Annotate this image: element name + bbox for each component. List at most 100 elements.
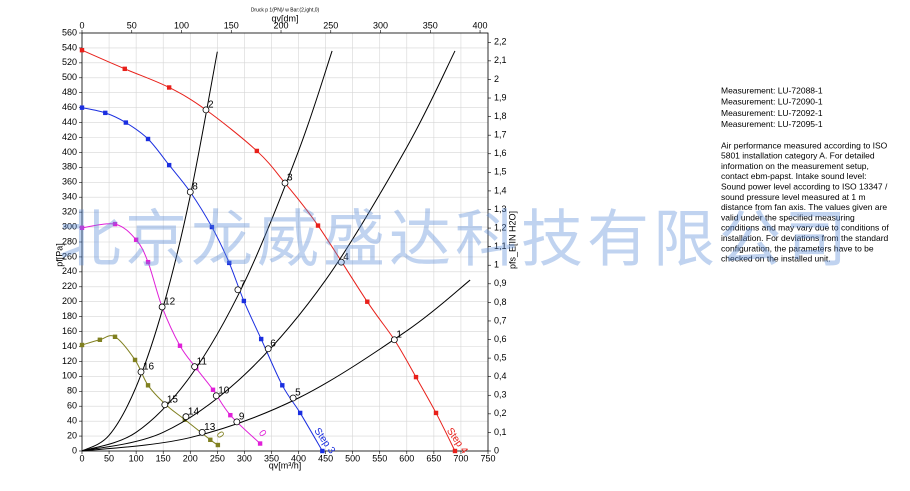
measurement: Measurement: LU-72090-1	[721, 97, 823, 107]
x2-tick-label: 300	[373, 20, 388, 30]
operating-point	[182, 413, 190, 421]
y-tick-label: 160	[62, 326, 77, 336]
operating-point-label: 7	[240, 279, 246, 290]
measurement: Measurement: LU-72095-1	[721, 119, 823, 129]
y2-tick-label: 2,2	[494, 37, 507, 47]
y-tick-label: 420	[62, 132, 77, 142]
x2-tick-label: 200	[274, 20, 289, 30]
x2-tick-label: 100	[174, 20, 189, 30]
fan-curve	[81, 335, 219, 446]
curve-marker	[123, 120, 129, 125]
y-tick-label: 460	[62, 102, 77, 112]
curve-marker	[145, 259, 151, 265]
y-tick-label: 300	[62, 221, 77, 231]
y-tick-label: 520	[62, 57, 77, 67]
note-line: installation. For deviations from the st…	[721, 233, 889, 243]
curve-label: 0	[256, 428, 268, 439]
x-tick-label: 400	[291, 453, 306, 463]
operating-point	[191, 363, 198, 371]
curve-label: 0	[214, 430, 226, 441]
curve-marker	[258, 336, 264, 342]
y-tick-label: 440	[62, 117, 77, 127]
operating-point	[289, 394, 297, 402]
operating-point	[158, 303, 166, 311]
y2-tick-label: 1,3	[494, 204, 507, 214]
y-tick-label: 560	[62, 27, 77, 37]
y2-tick-label: 1,8	[494, 111, 507, 121]
note-line: Air performance measured according to IS…	[721, 140, 888, 150]
y-tick-label: 280	[62, 236, 77, 246]
y2-tick-label: 0,7	[494, 315, 507, 325]
operating-point	[234, 286, 242, 294]
y-tick-label: 120	[62, 356, 77, 366]
x-tick-label: 500	[345, 453, 360, 463]
operating-point	[337, 258, 345, 266]
note-line: checked on the installed unit.	[721, 254, 831, 264]
y2-tick-label: 1,2	[494, 222, 507, 232]
y-axis-label: pf[Pa]	[54, 243, 64, 267]
y-tick-label: 80	[67, 386, 77, 396]
system-curve	[81, 279, 471, 452]
x-axis-label: qv[m³/h]	[269, 460, 302, 470]
curve-marker	[145, 136, 151, 142]
operating-point	[390, 336, 398, 344]
operating-point-label: 6	[270, 338, 276, 349]
operating-point-label: 9	[239, 412, 245, 423]
y-tick-label: 220	[62, 281, 77, 291]
y-tick-label: 40	[67, 416, 77, 426]
y-tick-label: 340	[62, 192, 77, 202]
y2-tick-label: 0,5	[494, 352, 507, 362]
fan-curve	[81, 107, 323, 452]
y-tick-label: 480	[62, 87, 77, 97]
operating-point	[186, 188, 194, 196]
curve-marker	[79, 105, 85, 110]
y2-tick-label: 1,9	[494, 92, 507, 102]
y-tick-label: 140	[62, 341, 77, 351]
curve-marker	[133, 237, 139, 242]
operating-point-label: 10	[218, 385, 230, 396]
note-line: conditions and may vary due to condition…	[721, 223, 889, 233]
operating-point	[233, 418, 241, 426]
x-tick-label: 200	[183, 453, 198, 463]
y2-tick-label: 0,3	[494, 390, 507, 400]
curve-marker	[103, 110, 108, 116]
curve-marker	[166, 85, 172, 90]
x-tick-label: 750	[480, 453, 495, 463]
curve-marker	[112, 221, 118, 227]
note-line: 5801 installation category A. For detail…	[721, 151, 875, 161]
y2-tick-label: 1	[494, 260, 499, 270]
y-tick-label: 0	[72, 445, 77, 455]
operating-point-label: 8	[192, 182, 198, 193]
watermark: 北京龙威盛达科技有限公司	[59, 205, 851, 274]
y2-tick-label: 2	[494, 74, 499, 84]
operating-point	[202, 106, 210, 114]
curve-marker	[79, 225, 85, 231]
note-line: sound pressure level measured at 1 m	[721, 192, 866, 202]
operating-point-label: 16	[143, 362, 155, 373]
y2-tick-label: 2,1	[494, 55, 507, 65]
x2-tick-label: 400	[473, 20, 488, 30]
curve-marker	[210, 387, 216, 392]
curve-marker	[209, 224, 215, 230]
x-tick-label: 600	[399, 453, 414, 463]
y-tick-label: 180	[62, 311, 77, 321]
curve-marker	[79, 47, 85, 53]
chart-title: Druck p 1(PN)/ w Bar:(2,ight,0)	[251, 7, 320, 13]
operating-point-label: 13	[204, 422, 216, 433]
x2-axis-label: qv[dm]	[271, 13, 298, 23]
measurement: Measurement: LU-72092-1	[721, 108, 823, 118]
note-line: valid under the specified measuring	[721, 212, 855, 222]
operating-point-label: 14	[188, 406, 200, 417]
x2-tick-label: 150	[224, 20, 239, 30]
operating-point-label: 3	[287, 173, 293, 184]
y-tick-label: 100	[62, 371, 77, 381]
y2-tick-label: 1,5	[494, 167, 507, 177]
curve-marker	[145, 383, 151, 388]
operating-point-label: 2	[208, 100, 214, 111]
x-tick-label: 450	[318, 453, 333, 463]
operating-point	[264, 345, 272, 353]
x-tick-label: 700	[453, 453, 468, 463]
y-tick-label: 360	[62, 177, 77, 187]
operating-point	[212, 392, 220, 400]
x-tick-label: 300	[237, 453, 252, 463]
